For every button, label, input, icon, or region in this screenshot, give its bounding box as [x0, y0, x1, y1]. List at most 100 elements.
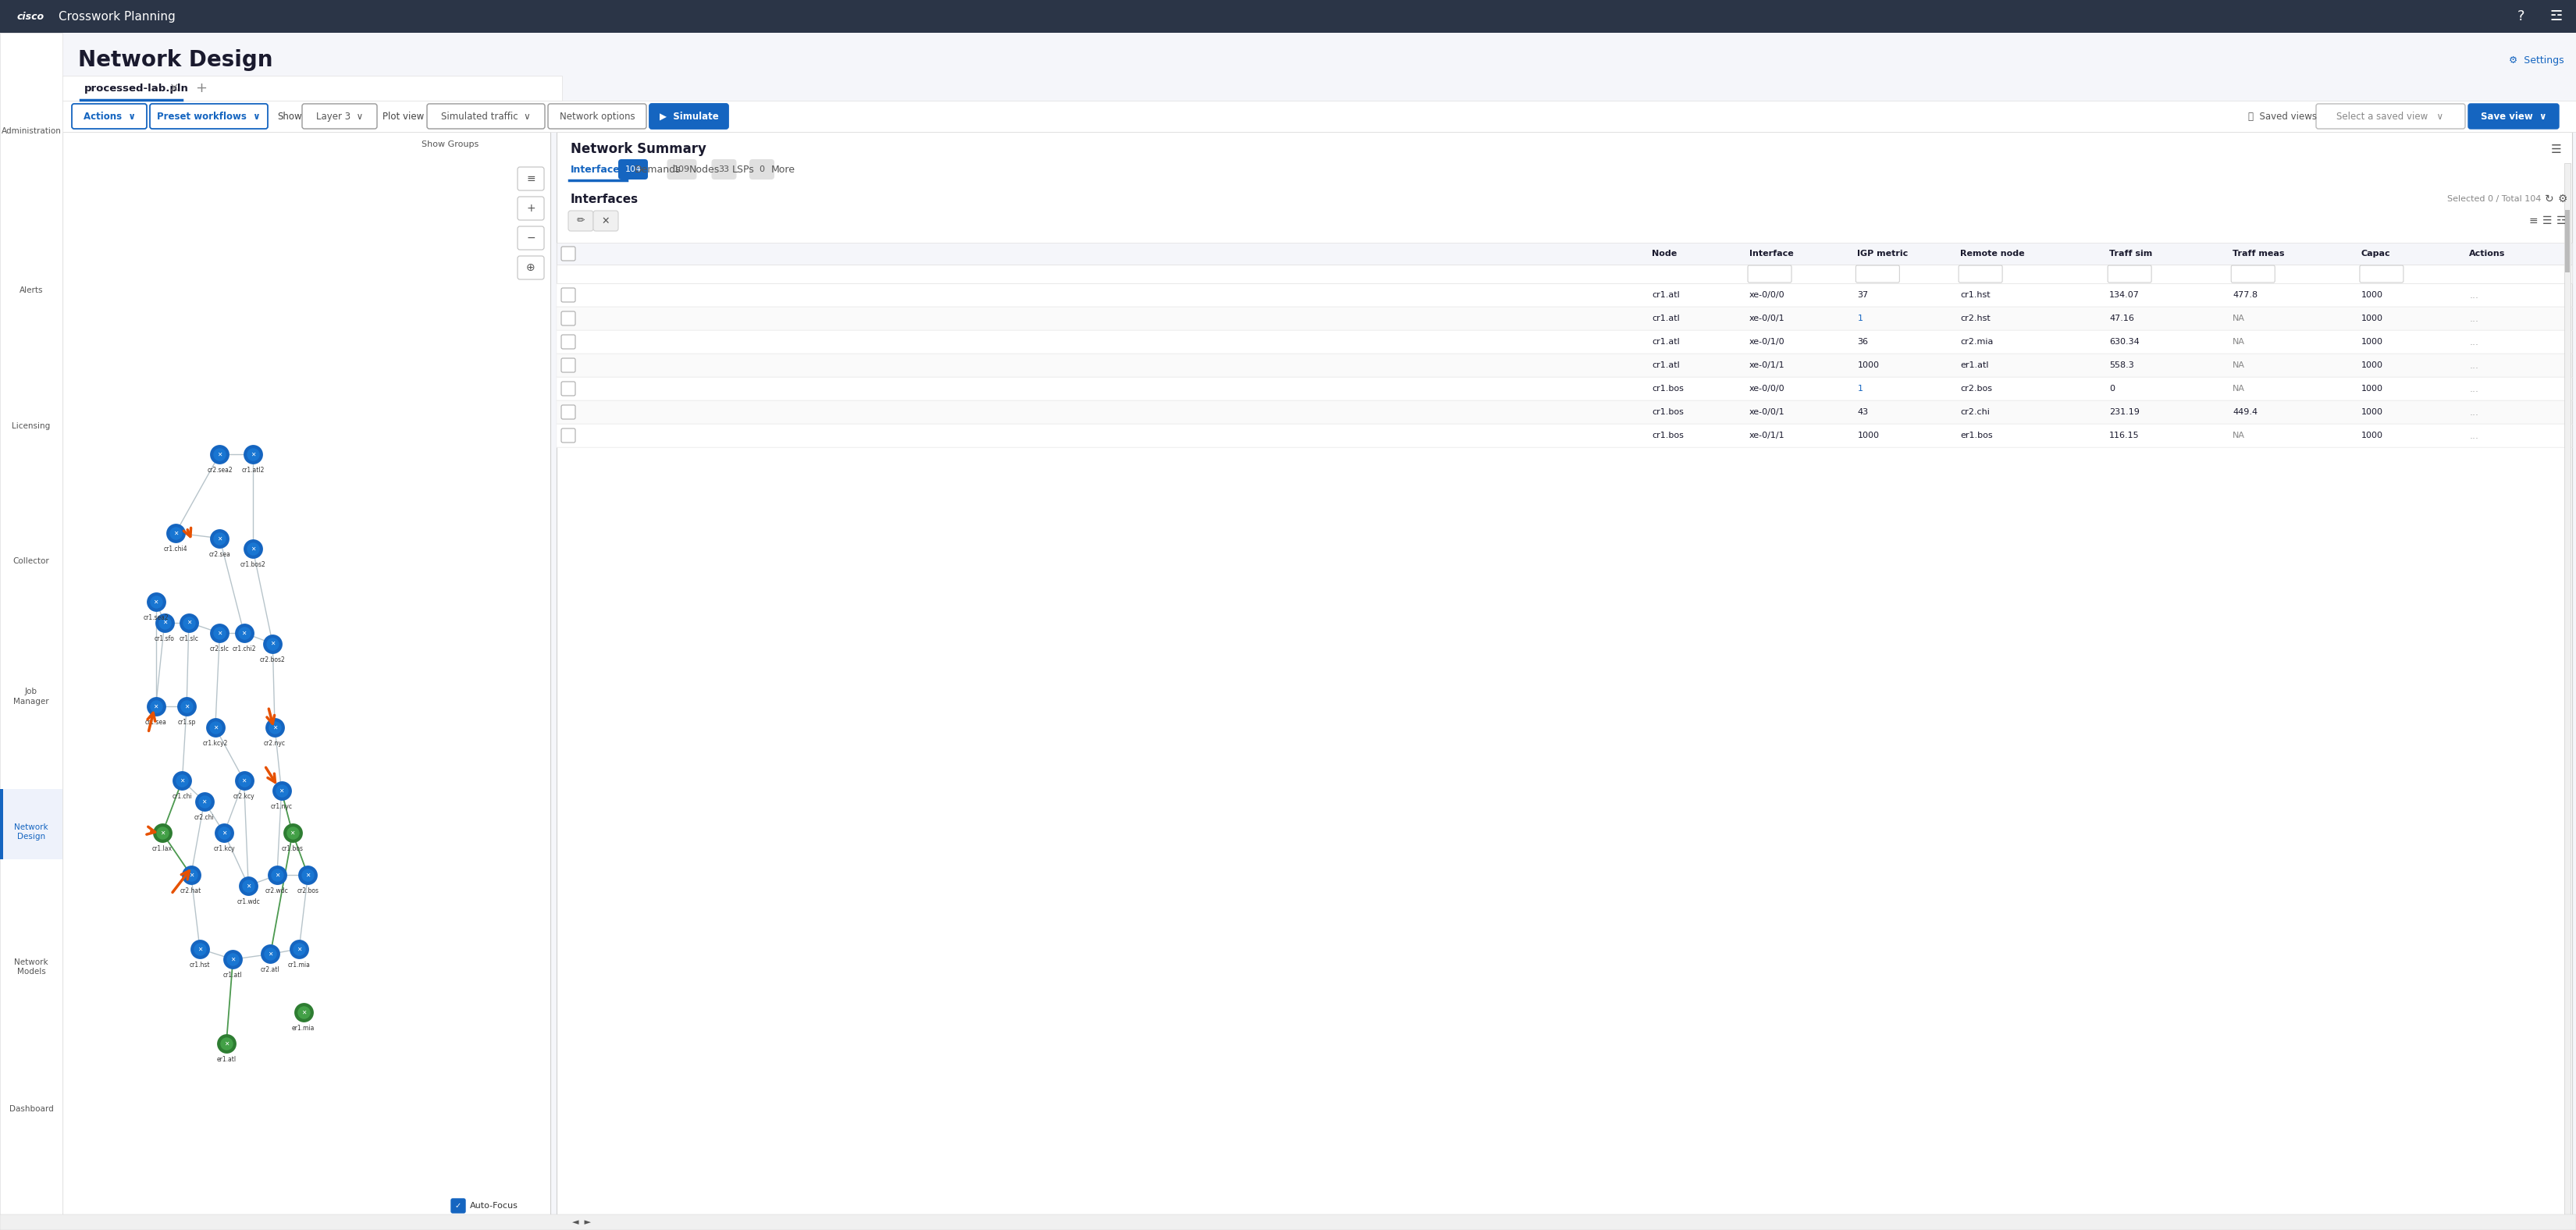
Point	[232, 539, 273, 558]
Text: ✕: ✕	[268, 951, 273, 958]
Text: cr1.wdc: cr1.wdc	[237, 898, 260, 905]
Point	[198, 444, 240, 464]
Text: Node: Node	[1651, 250, 1677, 257]
Text: er1.atl: er1.atl	[216, 1057, 237, 1063]
FancyBboxPatch shape	[562, 405, 574, 419]
Text: ✕: ✕	[185, 619, 191, 626]
Point	[155, 523, 196, 542]
Text: cr1.sp: cr1.sp	[178, 720, 196, 726]
Text: 630.34: 630.34	[2110, 338, 2141, 346]
Bar	[0, 0, 2576, 33]
Text: 231.19: 231.19	[2110, 408, 2141, 416]
Text: 477.8: 477.8	[2233, 292, 2257, 299]
Point	[224, 624, 265, 643]
Bar	[0, 788, 3, 860]
Text: ≡: ≡	[526, 173, 536, 184]
FancyBboxPatch shape	[518, 226, 544, 250]
Bar	[62, 101, 2576, 132]
Text: ✕: ✕	[276, 872, 281, 878]
Bar	[556, 306, 2571, 330]
Text: cr1.atl: cr1.atl	[1651, 315, 1680, 322]
Text: +: +	[526, 203, 536, 214]
Point	[224, 770, 265, 790]
Text: xe-0/1/1: xe-0/1/1	[1749, 362, 1785, 369]
Point	[211, 950, 252, 969]
Text: cisco: cisco	[18, 11, 44, 21]
Point	[260, 781, 301, 801]
Text: Network
Design: Network Design	[15, 823, 49, 840]
Text: ✕: ✕	[152, 598, 157, 605]
Text: ⚙: ⚙	[2558, 193, 2568, 204]
Point	[165, 697, 206, 717]
Text: Demands: Demands	[634, 165, 680, 175]
Text: Alerts: Alerts	[21, 287, 44, 295]
Text: ...: ...	[2470, 314, 2478, 323]
Text: ✕: ✕	[270, 640, 276, 647]
Text: Traff meas: Traff meas	[2233, 250, 2285, 257]
Text: cr1.sea: cr1.sea	[144, 720, 167, 726]
Text: cr1.hst: cr1.hst	[191, 962, 211, 968]
Text: cr2.nyc: cr2.nyc	[263, 740, 286, 748]
Text: cr1.mia: cr1.mia	[289, 962, 309, 968]
Point	[232, 444, 273, 464]
Text: cr2.slc: cr2.slc	[211, 646, 229, 652]
Point	[260, 781, 301, 801]
Text: 1000: 1000	[2362, 408, 2383, 416]
Bar	[556, 330, 2571, 353]
Text: 558.3: 558.3	[2110, 362, 2133, 369]
Text: Network options: Network options	[559, 111, 634, 122]
Bar	[556, 424, 2571, 448]
FancyBboxPatch shape	[518, 197, 544, 220]
Text: 1000: 1000	[1857, 362, 1880, 369]
Text: ⊕: ⊕	[526, 262, 536, 273]
FancyBboxPatch shape	[667, 159, 696, 180]
Text: LSPs: LSPs	[732, 165, 755, 175]
Text: ...: ...	[2470, 337, 2478, 347]
Text: ✕: ✕	[250, 450, 255, 458]
FancyBboxPatch shape	[618, 159, 649, 180]
Text: ✕: ✕	[250, 545, 255, 552]
Text: ✕: ✕	[245, 882, 250, 889]
Point	[144, 613, 185, 632]
Text: ✕: ✕	[216, 630, 222, 636]
Text: Show: Show	[278, 111, 301, 122]
Text: Network Design: Network Design	[77, 49, 273, 71]
Text: ✕: ✕	[152, 704, 157, 710]
Text: cr1.hst: cr1.hst	[1960, 292, 1991, 299]
Text: ✕: ✕	[188, 872, 193, 878]
Point	[250, 945, 291, 964]
Text: Layer 3  ∨: Layer 3 ∨	[317, 111, 363, 122]
Text: cr2.mia: cr2.mia	[1960, 338, 1994, 346]
FancyBboxPatch shape	[649, 103, 729, 129]
Text: 104: 104	[626, 166, 641, 173]
Bar	[2563, 164, 2571, 1216]
Text: xe-0/1/1: xe-0/1/1	[1749, 432, 1785, 439]
Text: ✕: ✕	[214, 724, 219, 732]
Text: xe-0/1/0: xe-0/1/0	[1749, 338, 1785, 346]
FancyBboxPatch shape	[562, 335, 574, 349]
Text: Interfaces: Interfaces	[572, 193, 639, 205]
Text: ✕: ✕	[242, 630, 247, 636]
Text: cr1.kcy: cr1.kcy	[214, 845, 234, 852]
Bar	[556, 376, 2571, 401]
Text: −: −	[526, 232, 536, 244]
Point	[206, 1033, 247, 1053]
Point	[273, 823, 314, 843]
Point	[227, 876, 268, 895]
Text: cr2.sea: cr2.sea	[209, 551, 232, 557]
Point	[183, 792, 224, 812]
Text: cr2.bos2: cr2.bos2	[260, 656, 286, 663]
Text: ×: ×	[170, 82, 180, 93]
Text: ✕: ✕	[198, 946, 204, 952]
Point	[134, 592, 175, 611]
Text: Show Groups: Show Groups	[422, 140, 479, 149]
Point	[198, 624, 240, 643]
FancyBboxPatch shape	[569, 210, 592, 231]
Point	[258, 865, 299, 884]
Bar	[62, 132, 551, 1224]
Bar	[556, 283, 2571, 306]
Text: cr1.sea2: cr1.sea2	[144, 614, 167, 621]
Text: 1000: 1000	[2362, 292, 2383, 299]
Text: ✕: ✕	[229, 956, 234, 963]
Text: 109: 109	[672, 166, 690, 173]
